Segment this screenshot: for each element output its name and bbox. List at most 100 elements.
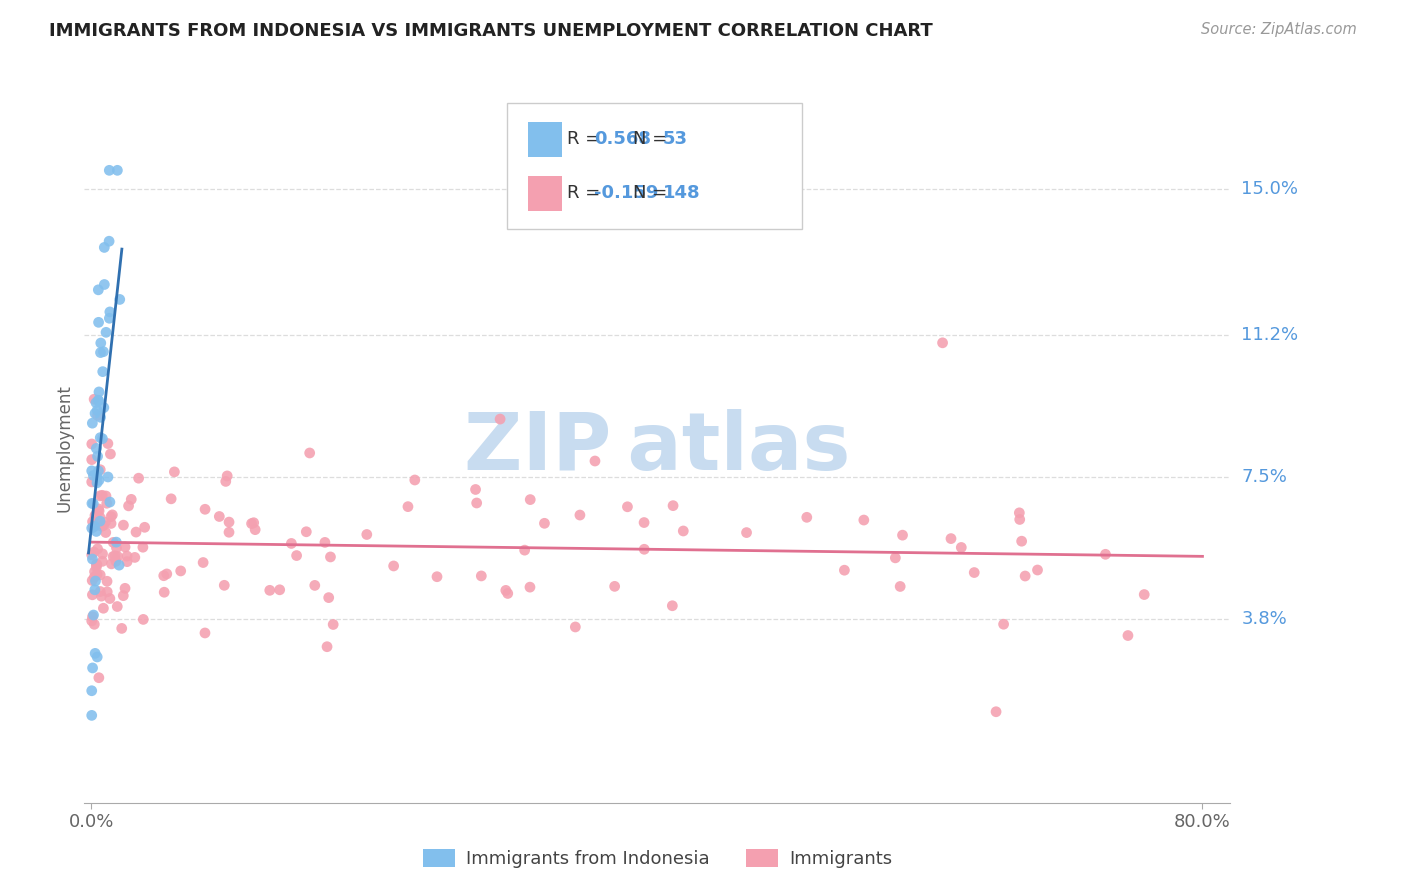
Point — [87, 504, 110, 518]
Point — [80, 548, 103, 562]
Point — [356, 527, 378, 541]
Point — [84, 508, 107, 523]
Point — [633, 542, 655, 557]
Text: 148: 148 — [662, 185, 700, 202]
Point — [242, 516, 264, 530]
Text: IMMIGRANTS FROM INDONESIA VS IMMIGRANTS UNEMPLOYMENT CORRELATION CHART: IMMIGRANTS FROM INDONESIA VS IMMIGRANTS … — [49, 22, 934, 40]
Text: 11.2%: 11.2% — [1241, 326, 1299, 344]
Point — [396, 500, 419, 514]
Point — [105, 535, 128, 549]
Point — [89, 431, 111, 445]
Y-axis label: Unemployment: Unemployment — [55, 384, 73, 512]
Point — [86, 541, 108, 556]
Point — [101, 508, 124, 522]
Point — [82, 588, 104, 602]
Point — [240, 516, 263, 531]
Point — [94, 525, 117, 540]
Point — [519, 492, 541, 507]
Point — [891, 528, 914, 542]
Point — [86, 475, 108, 490]
Point — [80, 464, 103, 478]
Point — [314, 535, 336, 549]
Point — [83, 545, 105, 559]
Point — [194, 502, 217, 516]
Point — [80, 475, 103, 489]
Point — [214, 578, 236, 592]
Point — [83, 617, 105, 632]
Point — [156, 566, 179, 581]
Point — [1011, 534, 1033, 549]
Point — [91, 554, 114, 568]
Point — [86, 442, 108, 456]
Point — [404, 473, 426, 487]
Point — [662, 499, 685, 513]
Point — [191, 556, 214, 570]
Point — [1026, 563, 1049, 577]
Point — [84, 574, 107, 588]
Point — [84, 406, 107, 420]
Point — [112, 518, 135, 533]
Point — [82, 574, 104, 588]
Point — [82, 416, 104, 430]
Point — [152, 568, 174, 582]
Point — [1116, 628, 1139, 642]
Point — [83, 582, 105, 597]
Point — [97, 470, 120, 484]
Text: 3.8%: 3.8% — [1241, 610, 1286, 628]
Text: -0.159: -0.159 — [595, 185, 658, 202]
Point — [298, 446, 321, 460]
Point — [80, 437, 103, 451]
Point — [94, 489, 117, 503]
Point — [97, 436, 120, 450]
Point — [285, 549, 308, 563]
Point — [91, 365, 114, 379]
Point — [96, 496, 118, 510]
Point — [80, 496, 103, 510]
Legend: Immigrants from Indonesia, Immigrants: Immigrants from Indonesia, Immigrants — [415, 841, 900, 875]
Point — [513, 543, 536, 558]
Point — [86, 558, 108, 572]
Point — [86, 557, 108, 571]
Point — [87, 671, 110, 685]
Point — [104, 549, 127, 563]
Point — [114, 582, 136, 596]
Text: 15.0%: 15.0% — [1241, 180, 1298, 199]
Point — [98, 234, 121, 248]
Point — [83, 565, 105, 579]
Point — [316, 640, 339, 654]
Point — [160, 491, 183, 506]
Point — [852, 513, 875, 527]
Point — [89, 584, 111, 599]
Point — [86, 450, 108, 464]
Point — [83, 570, 105, 584]
Point — [87, 384, 110, 399]
Text: Source: ZipAtlas.com: Source: ZipAtlas.com — [1201, 22, 1357, 37]
Point — [86, 567, 108, 582]
Point — [533, 516, 555, 531]
Text: N =: N = — [633, 185, 673, 202]
Point — [83, 392, 105, 407]
Point — [1133, 588, 1156, 602]
Point — [94, 326, 117, 340]
Point — [89, 345, 111, 359]
Point — [163, 465, 186, 479]
Point — [568, 508, 591, 522]
Point — [100, 509, 122, 524]
Point — [89, 489, 111, 503]
Point — [950, 541, 973, 555]
Point — [87, 393, 110, 408]
Point — [89, 514, 111, 528]
Point — [89, 510, 111, 524]
Point — [124, 550, 146, 565]
Point — [519, 580, 541, 594]
Point — [80, 452, 103, 467]
Point — [215, 475, 238, 489]
Point — [464, 483, 486, 497]
Point — [495, 583, 517, 598]
Point — [984, 705, 1007, 719]
Point — [889, 579, 911, 593]
Point — [96, 574, 118, 589]
Point — [426, 570, 449, 584]
Point — [98, 305, 121, 319]
Point — [132, 540, 155, 554]
